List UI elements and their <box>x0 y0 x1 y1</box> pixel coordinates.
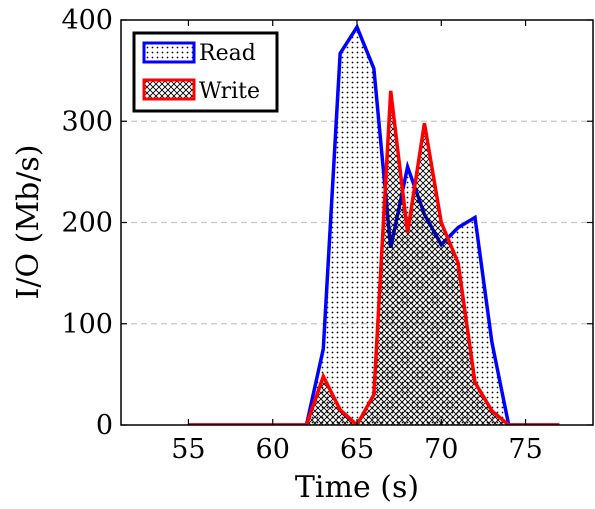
data-point-read <box>407 166 408 167</box>
y-tick-label: 0 <box>96 410 113 441</box>
legend-label-read: Read <box>199 41 256 66</box>
x-axis-label: Time (s) <box>295 470 419 505</box>
data-point-read <box>475 217 476 218</box>
y-tick-label: 100 <box>61 309 113 340</box>
y-axis: 0 100 200 300 400 <box>61 5 593 441</box>
data-point-write <box>407 232 408 233</box>
y-tick-label: 300 <box>61 106 113 137</box>
legend-label-write: Write <box>199 79 260 104</box>
x-axis: 55 60 65 70 75 <box>171 20 543 465</box>
data-point-read <box>323 349 324 350</box>
x-tick-label: 60 <box>256 434 290 465</box>
data-point-write <box>491 410 492 411</box>
y-tick-label: 400 <box>61 5 113 36</box>
legend-swatch-write <box>142 78 196 101</box>
data-point-write <box>340 409 341 410</box>
data-point-read <box>340 53 341 54</box>
data-point-read <box>357 27 358 28</box>
x-tick-label: 65 <box>340 434 374 465</box>
data-point-write <box>390 90 391 91</box>
x-tick-label: 75 <box>508 434 542 465</box>
data-point-read <box>491 341 492 342</box>
data-point-write <box>373 394 374 395</box>
legend-swatch-read <box>142 41 196 64</box>
y-axis-label: I/O (Mb/s) <box>11 145 46 300</box>
series-layer <box>188 23 560 425</box>
legend: Read Write <box>132 31 279 113</box>
data-point-write <box>441 222 442 223</box>
data-point-write <box>458 263 459 264</box>
series-area-write <box>188 90 560 425</box>
series-line-read <box>188 23 560 425</box>
data-point-read <box>373 68 374 69</box>
series-line-write <box>188 90 560 425</box>
y-tick-label: 200 <box>61 208 113 239</box>
data-point-write <box>475 382 476 383</box>
x-tick-label: 70 <box>424 434 458 465</box>
data-point-write <box>323 376 324 377</box>
data-point-read <box>458 227 459 228</box>
data-point-write <box>424 123 425 124</box>
x-tick-label: 55 <box>171 434 205 465</box>
